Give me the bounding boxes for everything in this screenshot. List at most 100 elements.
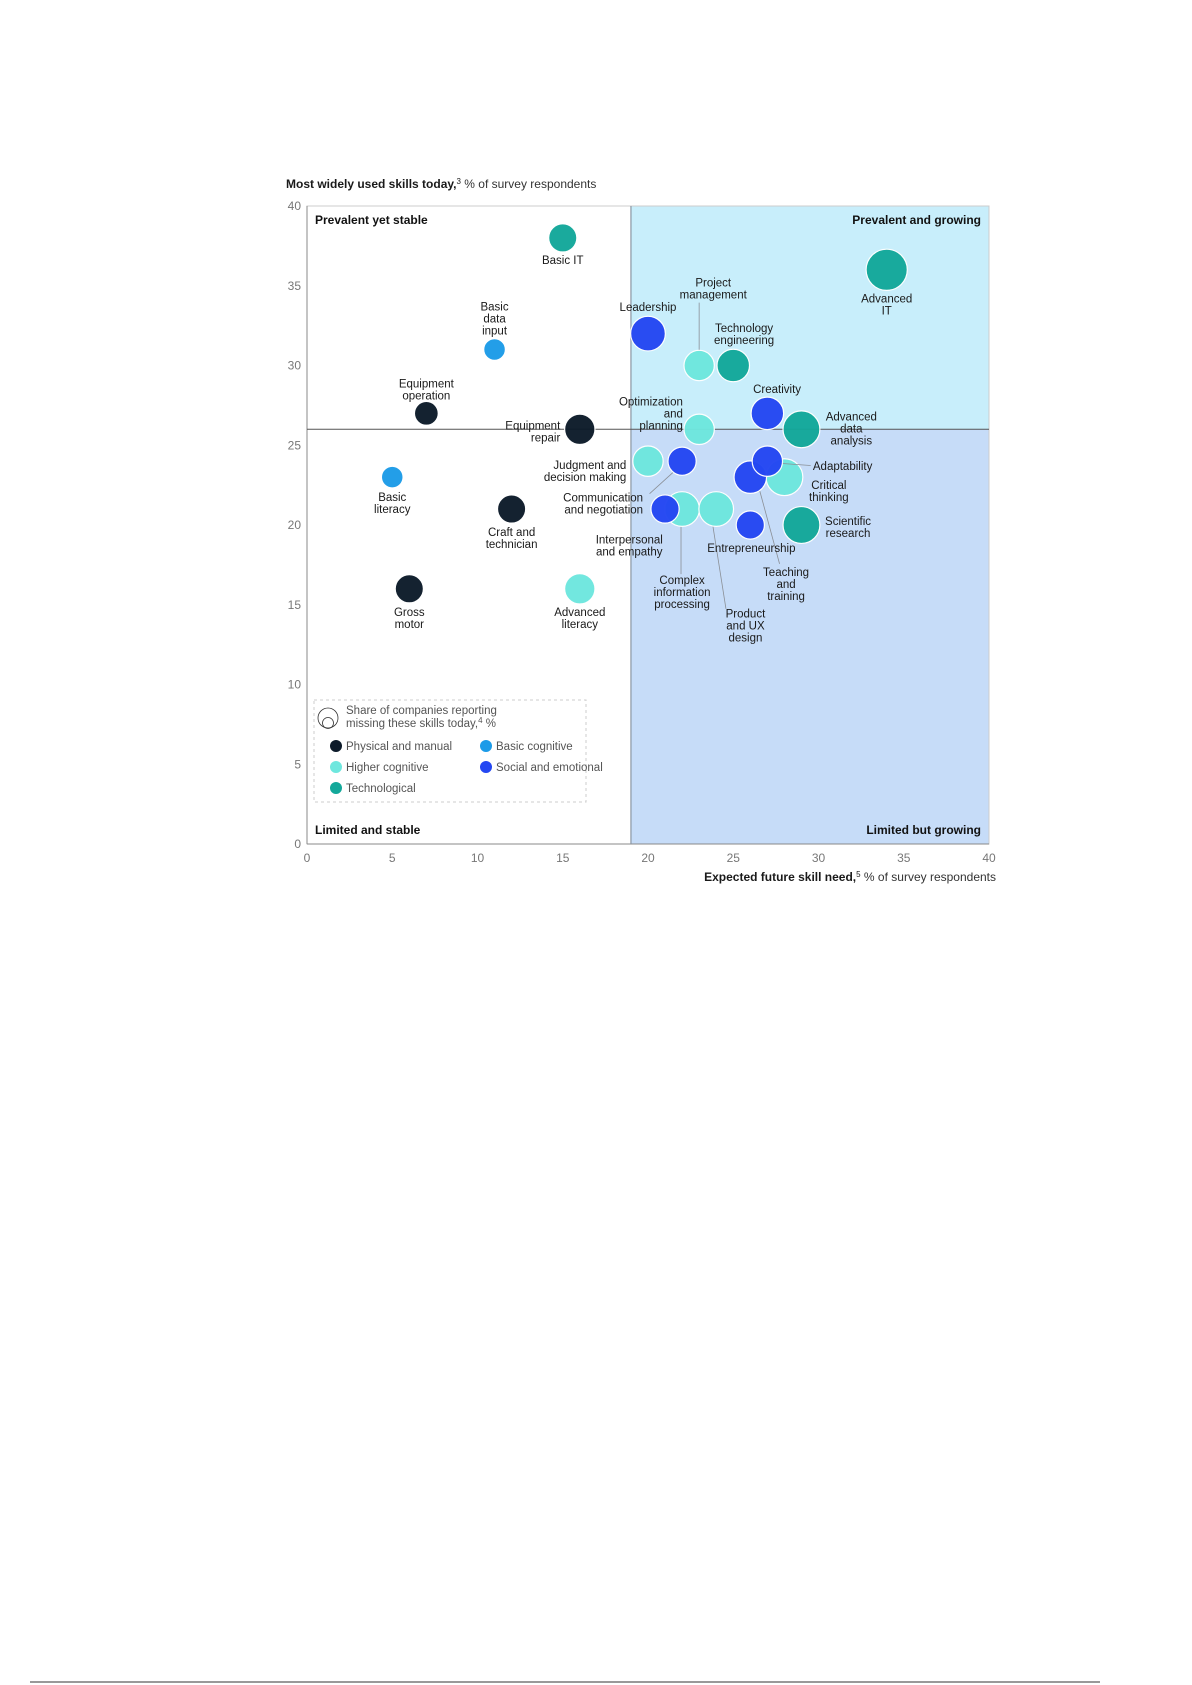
x-tick-label: 30 [812, 851, 826, 865]
bubble-technology-engineering: Technology engineering [714, 323, 774, 383]
bubble-teaching-and-training: Teaching and training [733, 460, 809, 603]
bubble-advanced-data-analysis: Advanced data analysis [782, 410, 877, 449]
x-tick-label: 5 [389, 851, 396, 865]
bubble-complex-information-processing: Complex information processing [654, 491, 711, 611]
bubble-mark [782, 410, 821, 449]
quadrant-label-bottom-left: Limited and stable [315, 823, 421, 837]
bubble-label: Gross motor [394, 607, 425, 631]
size-legend-line2: missing these skills today,4 % [346, 716, 496, 731]
bubble-mark [735, 510, 765, 540]
bubble-mark [750, 396, 785, 431]
bubble-mark [496, 494, 527, 524]
bubble-mark [683, 413, 715, 446]
bubble-label: Basic data input [480, 302, 508, 338]
bubble-mark [548, 223, 578, 253]
bubble-basic-data-input: Basic data input [480, 302, 509, 361]
x-tick-label: 0 [304, 851, 311, 865]
bubble-basic-it: Basic IT [542, 223, 584, 267]
leader-line [649, 471, 674, 495]
bubble-label: Communication and negotiation [563, 492, 643, 516]
legend-swatch-higher [330, 761, 342, 773]
bubble-mark [483, 338, 506, 361]
x-tick-label: 10 [471, 851, 485, 865]
bubble-optimization-and-planning: Optimization and planning [619, 396, 715, 446]
bubble-mark [394, 574, 424, 604]
leader-line [712, 526, 727, 609]
y-tick-label: 10 [288, 678, 302, 692]
x-tick-label: 20 [641, 851, 655, 865]
bubble-mark [667, 446, 697, 476]
bubble-equipment-operation: Equipment operation [399, 378, 455, 426]
x-tick-label: 35 [897, 851, 911, 865]
bubble-basic-literacy: Basic literacy [374, 465, 411, 516]
bubble-judgment-and-decision-making: Judgment and decision making [544, 445, 664, 484]
quadrant-label-top-right: Prevalent and growing [852, 213, 981, 227]
bubble-label: Equipment operation [399, 378, 455, 402]
bubble-label: Interpersonal and empathy [596, 535, 663, 559]
y-tick-label: 30 [288, 359, 302, 373]
bubble-scientific-research: Scientific research [782, 505, 871, 545]
bubble-label: Leadership [620, 302, 677, 314]
legend-swatch-basic [480, 740, 492, 752]
bubble-mark [782, 505, 821, 545]
bubble-project-management: Project management [680, 277, 748, 382]
bubble-craft-and-technician: Craft and technician [486, 494, 538, 551]
size-legend-inner-icon [322, 717, 334, 729]
bubble-creativity: Creativity [750, 384, 801, 431]
bubble-advanced-literacy: Advanced literacy [554, 573, 605, 631]
bubble-label: Judgment and decision making [544, 460, 626, 484]
legend-label-basic: Basic cognitive [496, 741, 573, 753]
y-tick-label: 15 [288, 598, 302, 612]
y-axis-title: Most widely used skills today,3 % of sur… [286, 177, 596, 192]
bubble-gross-motor: Gross motor [394, 574, 425, 631]
bubble-mark [698, 491, 735, 527]
bubble-entrepreneurship: Entrepreneurship [707, 510, 796, 555]
bubble-label: Critical thinking [809, 480, 849, 504]
bubble-label: Adaptability [813, 461, 873, 473]
leader-line [780, 462, 811, 466]
x-tick-label: 15 [556, 851, 570, 865]
bubble-mark [683, 349, 715, 382]
y-tick-label: 40 [288, 199, 302, 213]
bubble-mark [630, 315, 666, 352]
y-tick-label: 25 [288, 438, 302, 452]
bubble-advanced-it: Advanced IT [861, 248, 912, 317]
legend-box [313, 699, 587, 803]
bubble-mark [865, 248, 908, 291]
bubble-adaptability: Adaptability [751, 445, 873, 477]
bubble-label: Basic literacy [374, 492, 411, 516]
bubble-label: Basic IT [542, 255, 584, 267]
quadrant-top-right-bg [630, 206, 989, 430]
bubble-mark [564, 413, 596, 446]
x-tick-label: 25 [727, 851, 741, 865]
bubble-label: Technology engineering [714, 323, 774, 347]
bubble-label: Entrepreneurship [707, 543, 795, 555]
size-legend-outer-icon [317, 707, 339, 729]
bubble-mark [413, 400, 439, 426]
quadrant-label-top-left: Prevalent yet stable [315, 213, 428, 227]
bubble-mark [380, 465, 404, 489]
y-tick-label: 20 [288, 518, 302, 532]
quadrant-label-bottom-right: Limited but growing [866, 823, 981, 837]
y-tick-label: 5 [294, 757, 301, 771]
bubble-label: Equipment repair [505, 420, 561, 444]
bubble-communication-and-negotiation: Communication and negotiation [563, 446, 697, 516]
legend-swatch-physical [330, 740, 342, 752]
size-legend-line1: Share of companies reporting [346, 705, 497, 717]
bubble-interpersonal-and-empathy: Interpersonal and empathy [596, 494, 680, 559]
bubble-equipment-repair: Equipment repair [505, 413, 596, 446]
bubble-mark [716, 348, 751, 383]
x-axis-title: Expected future skill need,5 % of survey… [704, 870, 996, 885]
bubble-label: Craft and technician [486, 527, 538, 551]
legend-label-social: Social and emotional [496, 762, 603, 774]
legend-label-higher: Higher cognitive [346, 762, 428, 774]
bubble-leadership: Leadership [620, 302, 677, 352]
bubble-label: Advanced literacy [554, 607, 605, 631]
legend-swatch-social [480, 761, 492, 773]
legend-label-tech: Technological [346, 783, 416, 795]
leader-line [758, 487, 780, 564]
bubble-label: Project management [680, 277, 748, 301]
bubble-label: Advanced data analysis [826, 412, 877, 448]
bubble-product-and-ux-design: Product and UX design [698, 491, 766, 644]
